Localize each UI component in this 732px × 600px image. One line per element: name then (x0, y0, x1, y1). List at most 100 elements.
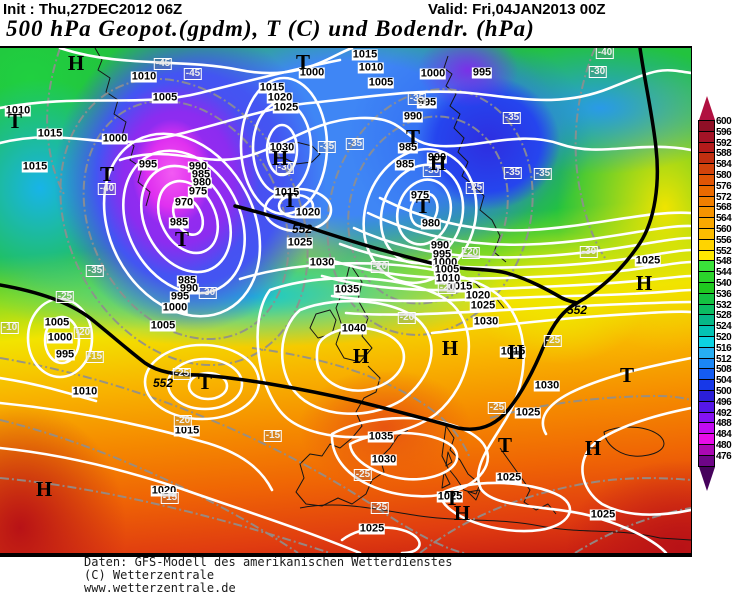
weather-map: 1010 1015 1010 1005 1000 1015 995 990 985 980 975 9… (0, 46, 692, 557)
temperature-label: -25 (172, 368, 192, 380)
pressure-label: 1025 (436, 490, 464, 503)
pressure-label: 1015 (273, 186, 301, 199)
pressure-label: 1005 (149, 319, 177, 332)
geopotential-552-label: 552 (566, 303, 588, 317)
pressure-label: 1030 (533, 379, 561, 392)
low-center-marker: T (99, 162, 115, 186)
temperature-label: -35 (503, 167, 523, 179)
low-center-marker: T (174, 227, 190, 251)
colorbar-tick-label: 592 (716, 137, 732, 149)
high-center-marker: H (35, 477, 53, 501)
pressure-label: 1025 (272, 101, 300, 114)
temperature-label: -35 (345, 138, 365, 150)
colorbar-segment (699, 121, 714, 132)
colorbar-tick-label: 596 (716, 126, 732, 138)
low-center-marker: T (415, 194, 431, 218)
pressure-label: 970 (173, 196, 195, 209)
pressure-label: 1015 (351, 48, 379, 61)
temperature-label: -35 (407, 93, 427, 105)
map-label-layer: 1010 1015 1010 1005 1000 1015 995 990 985 980 975 9… (0, 48, 691, 553)
low-center-marker: T (282, 188, 298, 212)
pressure-label: 1025 (469, 299, 497, 312)
colorbar-tick-label: 484 (716, 429, 732, 441)
colorbar-tick-label: 564 (716, 213, 732, 225)
pressure-label: 1005 (43, 316, 71, 329)
pressure-label: 1010 (434, 272, 462, 285)
colorbar-tick-label: 580 (716, 170, 732, 181)
colorbar: 600 596 592 588 584 580 576 572 568 564 560 556 552 5… (698, 96, 732, 491)
temperature-label: -20 (370, 261, 390, 273)
pressure-label: 1010 (4, 104, 32, 117)
temperature-label: -25 (465, 182, 485, 194)
pressure-label: 980 (191, 176, 213, 189)
pressure-label: 1010 (130, 70, 158, 83)
colorbar-tick-label: 500 (716, 386, 732, 397)
colorbar-segment (699, 164, 714, 175)
footer-credits: Daten: GFS-Modell des amerikanischen Wet… (84, 556, 452, 595)
geopotential-552-label: 552 (152, 376, 174, 390)
colorbar-tick-label: 524 (716, 321, 732, 333)
pressure-label: 995 (169, 290, 191, 303)
pressure-label: 1025 (514, 406, 542, 419)
high-center-marker: H (271, 146, 289, 170)
temperature-label: -40 (595, 47, 615, 59)
temperature-label: -10 (0, 322, 20, 334)
temperature-label: -20 (73, 327, 93, 339)
colorbar-arrow-down (699, 466, 715, 491)
colorbar-segment (699, 272, 714, 283)
high-center-marker: H (441, 336, 459, 360)
high-center-marker: H (635, 271, 653, 295)
pressure-label: 1025 (634, 254, 662, 267)
pressure-label: 1035 (367, 430, 395, 443)
colorbar-segment (699, 315, 714, 327)
temperature-label: -35 (533, 168, 553, 180)
temperature-label: -15 (160, 492, 180, 504)
pressure-label: 1015 (499, 345, 527, 358)
colorbar-segment (699, 455, 714, 466)
pressure-label: 985 (176, 274, 198, 287)
pressure-label: 1040 (340, 322, 368, 335)
colorbar-tick-label: 512 (716, 353, 732, 365)
colorbar-segment (699, 153, 714, 165)
pressure-label: 1025 (495, 471, 523, 484)
pressure-label: 1000 (101, 132, 129, 145)
pressure-label: 1030 (370, 453, 398, 466)
pressure-label: 995 (431, 248, 453, 261)
colorbar-tick-label: 528 (716, 310, 732, 322)
coastlines (94, 48, 691, 541)
pressure-label: 1000 (431, 256, 459, 269)
colorbar-tick-label: 540 (716, 278, 732, 289)
colorbar-tick-label: 568 (716, 202, 732, 214)
low-center-marker: T (7, 109, 23, 133)
pressure-label: 1005 (367, 76, 395, 89)
high-center-marker: H (453, 501, 471, 525)
temperature-label: -20 (173, 415, 193, 427)
temperature-label: -45 (153, 58, 173, 70)
pressure-label: 1005 (151, 91, 179, 104)
high-center-marker: H (584, 436, 602, 460)
pressure-label: 985 (190, 168, 212, 181)
temperature-label: -25 (370, 502, 390, 514)
temperature-label: -40 (97, 183, 117, 195)
colorbar-segment (699, 174, 714, 186)
colorbar-segment (699, 412, 714, 424)
low-center-marker: T (295, 50, 311, 74)
valid-timestamp: Valid: Fri,04JAN2013 00Z (428, 1, 606, 18)
temperature-label: -30 (422, 165, 442, 177)
temperature-label: -25 (55, 291, 75, 303)
colorbar-segment (699, 282, 714, 294)
colorbar-tick-label: 480 (716, 440, 732, 451)
colorbar-tick-label: 584 (716, 159, 732, 171)
colorbar-segment (699, 293, 714, 305)
colorbar-tick-label: 532 (716, 299, 732, 311)
colorbar-segment (699, 196, 714, 208)
pressure-label: 990 (187, 160, 209, 173)
temperature-label: -20 (437, 282, 457, 294)
colorbar-arrow-up (699, 96, 715, 120)
colorbar-segment (699, 336, 714, 348)
footer-website: www.wetterzentrale.de (84, 581, 236, 595)
pressure-label: 1000 (298, 66, 326, 79)
colorbar-tick-label: 560 (716, 224, 732, 235)
pressure-label: 1015 (36, 127, 64, 140)
